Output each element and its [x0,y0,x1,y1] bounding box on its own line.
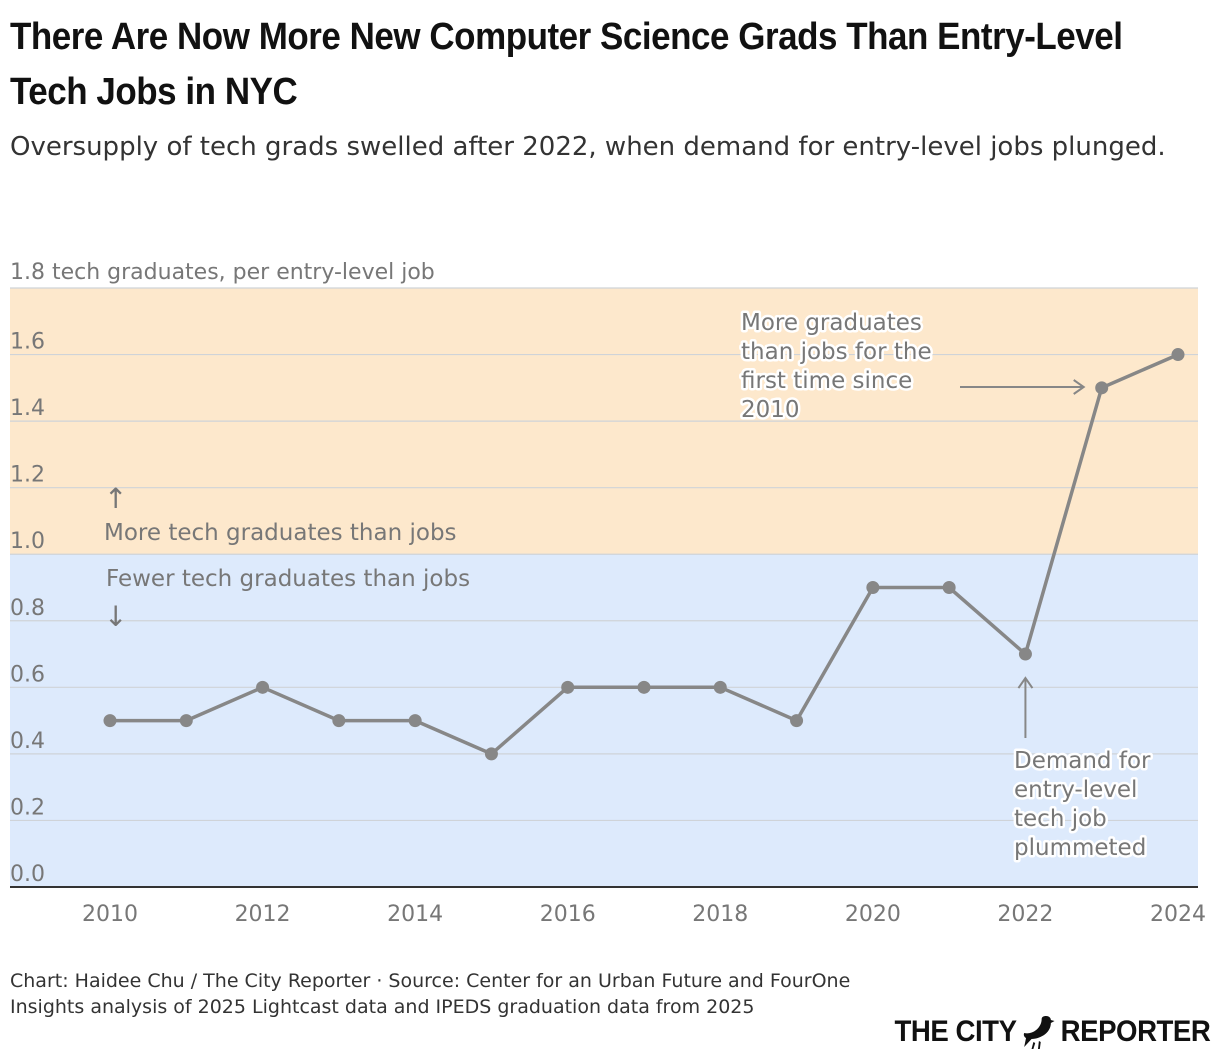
brand-text-right: REPORTER [1060,1015,1210,1048]
below-threshold-label: Fewer tech graduates than jobs [106,566,470,592]
annotation-line: 2010 [741,397,800,423]
y-tick-label: 1.0 [10,529,45,554]
x-tick-label: 2012 [235,902,291,927]
annotation-line: More graduates [741,310,922,336]
annotation-halo: first time since [741,368,912,394]
y-tick-label: 0.8 [10,596,45,621]
data-point [408,714,422,728]
data-point [484,747,498,761]
y-tick-label: 1.2 [10,463,45,488]
data-point [1095,381,1109,395]
x-tick-label: 2010 [82,902,138,927]
y-tick-label: 1.6 [10,330,45,355]
brand-logo: THE CITY REPORTER [894,1012,1210,1052]
annotation-line: Demand for [1014,748,1151,774]
data-points [103,348,1185,761]
above-threshold-label: More tech graduates than jobs [104,520,457,546]
line-chart: 0.0 0.2 0.4 0.6 0.8 1.0 1.2 1.4 1.6 1.8 tech gra… [10,260,1206,927]
data-point [332,714,346,728]
annotation-line: first time since [741,368,912,394]
up-arrowhead-icon [1017,676,1034,689]
y-tick-label: 0.0 [10,862,45,887]
annotation-halo: tech job [1014,806,1107,832]
data-point [179,714,193,728]
annotation-halo: More graduates [741,310,922,336]
y-axis-tick-labels: 0.0 0.2 0.4 0.6 0.8 1.0 1.2 1.4 1.6 [10,330,45,887]
data-point [713,680,727,694]
x-tick-label: 2018 [692,902,748,927]
annotation-line: plummeted [1014,835,1146,861]
annotation-halo: 2010 [741,397,800,423]
data-point [866,581,880,594]
x-axis-tick-labels: 2010 2012 2014 2016 2018 2020 2022 2024 [82,902,1206,927]
y-tick-label: 1.4 [10,396,45,421]
x-tick-label: 2014 [387,902,443,927]
brand-text-left: THE CITY [894,1015,1017,1048]
annotation-halo: entry-level [1014,777,1137,803]
x-tick-label: 2022 [997,902,1053,927]
data-point [1018,647,1032,661]
annotation-line: than jobs for the [741,339,932,365]
band-annotations: ↑ More tech graduates than jobs Fewer te… [104,482,470,633]
y-tick-label: 0.4 [10,729,45,754]
pigeon-icon [1023,1016,1054,1049]
below-threshold-band [10,554,1198,887]
annotation-halo: Demand for [1014,748,1151,774]
x-tick-label: 2024 [1150,902,1206,927]
right-arrowhead-icon [1073,379,1086,395]
annotation-halo: plummeted [1014,835,1146,861]
data-point [637,680,651,694]
annotation-halo: than jobs for the [741,339,932,365]
annotation-line: tech job [1014,806,1107,832]
chart-credit: Chart: Haidee Chu / The City Reporter · … [10,970,851,1018]
chart-title: There Are Now More New Computer Science … [10,16,1123,113]
y-tick-label: 0.2 [10,795,45,820]
data-point [561,680,575,694]
up-arrow-icon: ↑ [104,482,127,515]
data-point [790,714,804,728]
y-axis-title: 1.8 tech graduates, per entry-level job [10,260,435,285]
data-point [256,680,270,694]
chart-subtitle: Oversupply of tech grads swelled after 2… [10,132,1166,162]
x-tick-label: 2020 [845,902,901,927]
y-tick-label: 0.6 [10,662,45,687]
down-arrow-icon: ↓ [104,600,127,633]
data-point [103,714,117,728]
x-tick-label: 2016 [540,902,596,927]
data-point [1171,348,1185,362]
data-point [942,581,956,594]
annotation-line: entry-level [1014,777,1137,803]
